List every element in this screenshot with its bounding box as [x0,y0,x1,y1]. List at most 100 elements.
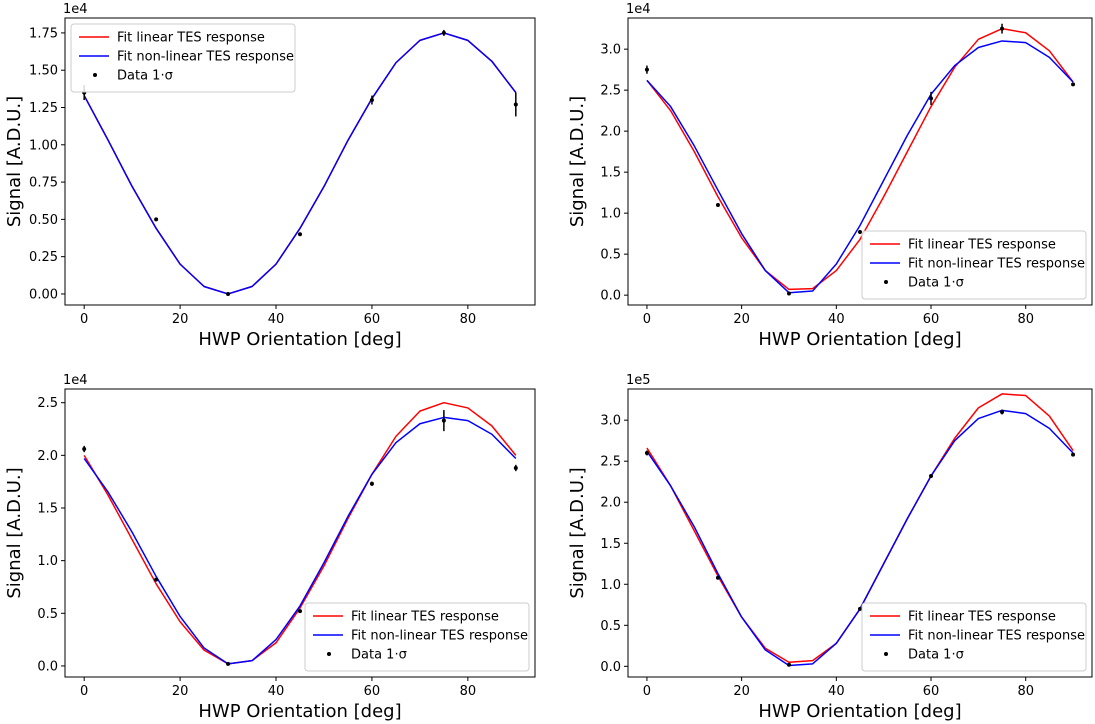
x-tick-label: 60 [923,684,940,699]
x-tick-label: 20 [733,684,750,699]
y-axis-label: Signal [A.D.U.] [567,96,588,227]
data-point [441,30,446,35]
y-tick-label: 2.5 [600,84,621,99]
x-tick-label: 60 [364,312,381,327]
fit-line [646,40,1074,294]
y-tick-label: 2.5 [37,396,58,411]
y-tick-label: 0.5 [600,248,621,263]
x-axis-label: HWP Orientation [deg] [758,329,961,350]
data-point [1000,26,1005,31]
y-tick-label: 1.5 [37,501,58,516]
data-point [441,418,446,423]
y-tick-label: 3.0 [600,43,621,58]
x-tick-label: 80 [460,684,477,699]
x-tick-label: 80 [1017,684,1034,699]
x-tick-label: 20 [733,312,750,327]
x-tick-label: 60 [923,312,940,327]
y-tick-label: 1.5 [600,537,621,552]
axes-frame [627,388,1093,678]
x-axis-label: HWP Orientation [deg] [758,701,961,722]
x-tick-label: 0 [643,684,651,699]
y-axis-label: Signal [A.D.U.] [4,467,25,598]
y-tick-label: 2.5 [600,455,621,470]
y-tick-label: 0.0 [600,289,621,304]
x-tick-label: 40 [828,312,845,327]
x-tick-label: 80 [1017,312,1034,327]
y-tick-label: 1.0 [600,207,621,222]
axes-frame [64,17,536,306]
y-tick-label: 0.00 [29,287,58,302]
data-point [1000,409,1005,414]
x-tick-label: 20 [172,312,189,327]
data-point [786,291,791,296]
y-tick-label: 3.0 [600,414,621,429]
data-point [715,575,720,580]
x-tick-label: 40 [268,312,285,327]
fit-line [83,401,517,665]
y-tick-label: 0.0 [37,659,58,674]
axes-frame [64,388,536,678]
legend-label: Fit linear TES response [908,238,1056,253]
y-tick-label: 1.25 [29,101,58,116]
y-tick-label: 2.0 [37,449,58,464]
legend-marker [884,280,888,284]
x-tick-label: 0 [643,312,651,327]
data-point [513,465,518,470]
legend-box [70,23,296,93]
data-point [369,98,374,103]
x-axis-label: HWP Orientation [deg] [198,329,401,350]
y-tick-label: 0.0 [600,660,621,675]
subplot: 0 20 40 60 80 0.00 0.25 0.50 0.75 1.00 1.25 1.50 1.7… [4,2,536,350]
y-tick-label: 2.0 [600,125,621,140]
data-point [298,232,302,237]
data-point [226,661,231,666]
data-point [929,96,934,101]
legend-label: Fit non-linear TES response [908,257,1085,272]
x-tick-label: 0 [80,684,88,699]
data-point [1071,452,1076,457]
legend-marker [884,652,888,656]
y-tick-label: 0.25 [29,250,58,265]
offset-label: 1e4 [63,2,88,17]
x-tick-label: 40 [268,684,285,699]
y-tick-label: 0.5 [37,607,58,622]
data-point [82,447,87,452]
y-axis-label: Signal [A.D.U.] [4,96,25,227]
legend-label: Fit linear TES response [908,610,1056,625]
legend-label: Fit linear TES response [351,610,499,625]
legend-label: Fit non-linear TES response [117,50,294,65]
y-axis-label: Signal [A.D.U.] [567,467,588,598]
legend-label: Fit non-linear TES response [351,629,528,644]
legend-label: Data 1·σ [908,648,964,663]
offset-label: 1e4 [63,373,88,388]
offset-label: 1e4 [626,2,651,17]
x-tick-label: 60 [364,684,381,699]
y-tick-label: 1.75 [29,26,58,41]
y-tick-label: 1.00 [29,138,58,153]
axes-frame [627,17,1093,306]
data-point [513,102,518,107]
data-point [644,67,649,72]
data-point [929,473,934,478]
legend-label: Data 1·σ [117,69,173,84]
y-tick-label: 0.50 [29,213,58,228]
data-point [154,217,159,222]
legend-label: Data 1·σ [908,276,964,291]
data-point [298,609,302,614]
legend-box [861,602,1087,672]
x-tick-label: 0 [80,312,88,327]
y-tick-label: 1.50 [29,64,58,79]
y-tick-label: 0.5 [600,619,621,634]
x-tick-label: 80 [460,312,477,327]
y-tick-label: 0.75 [29,176,58,191]
data-point [1071,82,1076,87]
legend-marker [327,652,331,656]
data-point [858,606,862,611]
y-tick-label: 2.0 [600,496,621,511]
x-axis-label: HWP Orientation [deg] [198,701,401,722]
data-point [644,451,649,455]
y-tick-label: 1.0 [37,554,58,569]
data-point [715,202,720,207]
data-point [858,230,862,235]
